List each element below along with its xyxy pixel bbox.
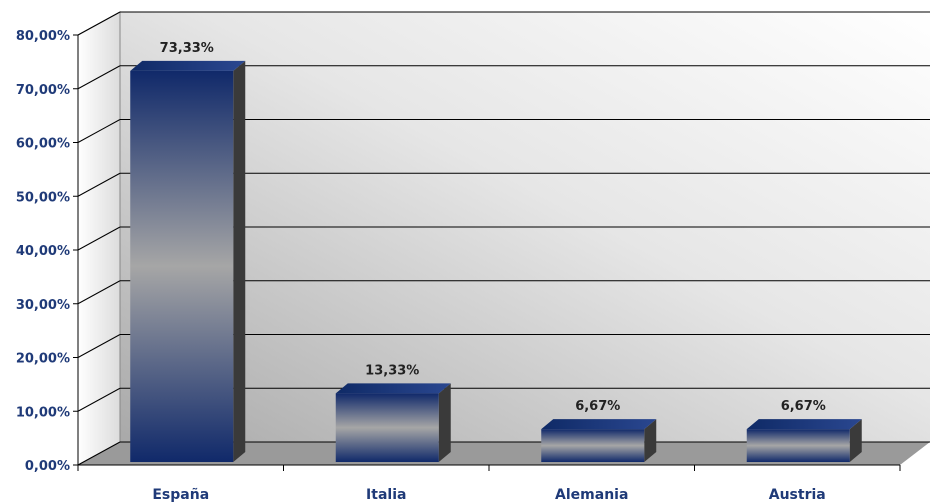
bar-side [438, 383, 451, 462]
bar-top [746, 419, 862, 430]
bar: 13,33% [335, 363, 451, 462]
x-axis: España Italia Alemania Austria [77, 464, 901, 503]
bar-side [233, 60, 246, 462]
data-label: 73,33% [160, 41, 214, 56]
data-label: 13,33% [365, 363, 419, 378]
x-tick-label: Alemania [555, 487, 628, 503]
gridline-side [77, 226, 121, 251]
gridline-side [77, 119, 121, 143]
y-tick-label: 40,00% [16, 244, 70, 259]
gridline-side [77, 441, 121, 466]
bar-front [746, 429, 850, 462]
gridline-side [77, 11, 121, 36]
y-tick-label: 50,00% [16, 190, 70, 205]
bar-top [130, 60, 246, 71]
y-tick-label: 20,00% [16, 352, 70, 367]
x-tick-label: Italia [366, 487, 406, 503]
data-label: 6,67% [781, 399, 826, 414]
bars: 73,33% 13,33% 6,67% 6,67% [130, 41, 862, 462]
bar-side [644, 419, 657, 462]
bar: 6,67% [746, 399, 862, 462]
y-tick-label: 80,00% [16, 29, 70, 44]
bar: 73,33% [130, 41, 246, 462]
bar-front [335, 393, 439, 462]
bar-front [541, 429, 645, 462]
y-tick-label: 0,00% [25, 459, 70, 474]
data-label: 6,67% [575, 399, 620, 414]
bar-front [130, 70, 234, 462]
bar-side [849, 419, 862, 462]
gridline-side [77, 65, 121, 90]
gridlines [77, 11, 930, 466]
gridline-side [77, 387, 121, 412]
gridline-side [77, 172, 121, 197]
x-tick-label: España [152, 487, 209, 503]
bar: 6,67% [541, 399, 657, 462]
y-tick-label: 30,00% [16, 298, 70, 313]
y-axis: 0,00% 10,00% 20,00% 30,00% 40,00% 50,00% 60,00… [16, 29, 79, 474]
y-tick-label: 60,00% [16, 137, 70, 152]
y-tick-label: 70,00% [16, 83, 70, 98]
bar-top [541, 419, 657, 430]
chart-floor [78, 442, 930, 465]
gridline-side [77, 280, 121, 305]
bar-top [335, 383, 451, 394]
x-tick-label: Austria [769, 487, 826, 503]
y-tick-label: 10,00% [16, 405, 70, 420]
gridline-side [77, 334, 121, 358]
